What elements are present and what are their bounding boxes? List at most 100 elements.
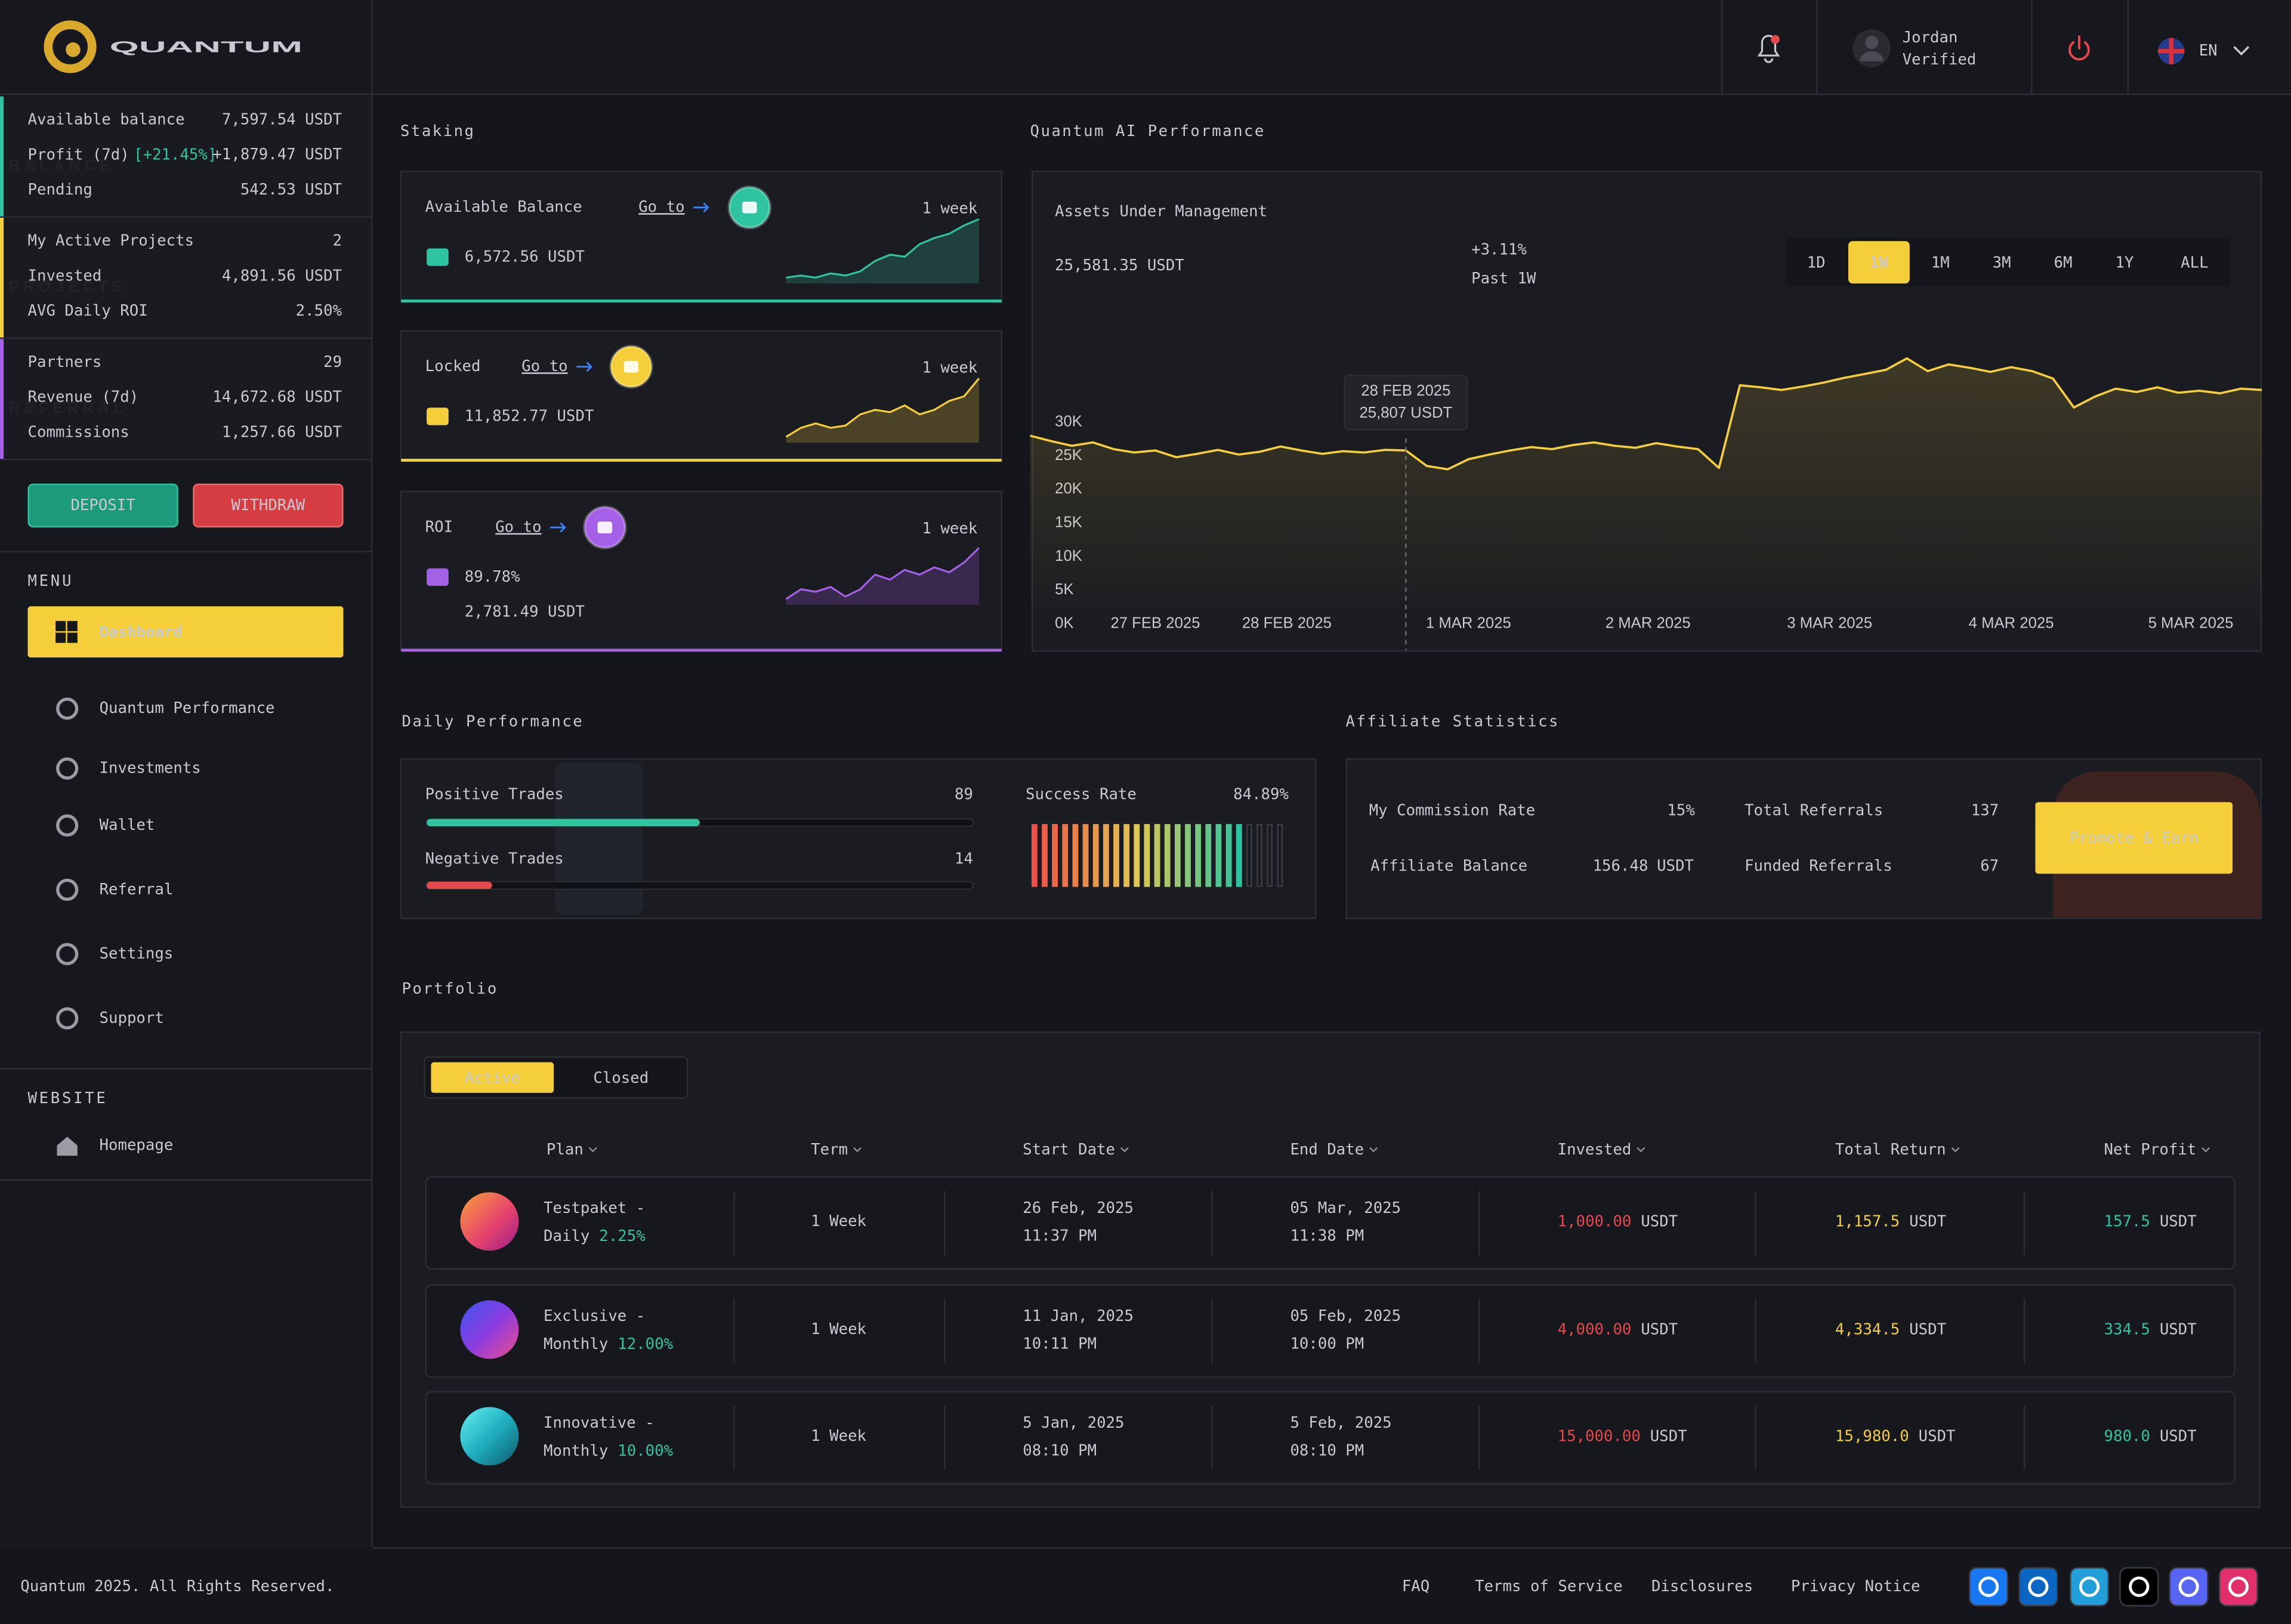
social-icon[interactable] <box>1969 1567 2009 1607</box>
menu-icon <box>56 878 79 901</box>
plan-orb <box>460 1300 519 1359</box>
daily-panel <box>400 758 1317 919</box>
tab[interactable]: Active <box>465 1069 520 1087</box>
menu-item[interactable]: Investments <box>100 759 201 777</box>
amount: 4,334.5 USDT <box>1835 1320 1946 1338</box>
card-value: 6,572.56 USDT <box>465 248 585 266</box>
column-header[interactable]: Start Date <box>1023 1141 1115 1159</box>
range-button[interactable]: 3M <box>1993 254 2011 271</box>
card-value-icon <box>427 407 449 425</box>
range-button[interactable]: 1D <box>1807 254 1826 271</box>
portfolio-row[interactable] <box>425 1176 2236 1270</box>
amount: 980.0 USDT <box>2104 1427 2197 1445</box>
range-button-active[interactable] <box>1848 241 1910 284</box>
trades-track <box>426 881 974 890</box>
column-header[interactable]: Total Return <box>1835 1141 1946 1159</box>
portfolio-row[interactable] <box>425 1391 2236 1485</box>
menu-item-active[interactable] <box>27 606 344 658</box>
column-header[interactable]: Net Profit <box>2104 1141 2197 1159</box>
menu-icon <box>67 620 78 631</box>
language[interactable]: EN <box>2199 42 2218 60</box>
portfolio-row[interactable] <box>425 1284 2236 1378</box>
tab[interactable]: Closed <box>593 1069 649 1087</box>
card-value-icon <box>427 248 449 266</box>
plan-type: Daily <box>544 1227 589 1245</box>
chart-line <box>1030 357 2262 471</box>
term: 1 Week <box>811 1320 866 1338</box>
card-label: Available Balance <box>425 198 582 216</box>
section-title: Portfolio <box>402 980 498 998</box>
range-button[interactable]: 1W <box>1870 254 1888 271</box>
menu-item[interactable]: Wallet <box>100 816 155 834</box>
column-header[interactable]: Invested <box>1558 1141 1632 1159</box>
social-icon[interactable] <box>2119 1567 2159 1607</box>
column-header[interactable]: Plan <box>546 1141 583 1159</box>
range-button[interactable]: ALL <box>2181 254 2208 271</box>
logout-button[interactable] <box>2068 35 2090 61</box>
success-slot <box>1246 824 1252 887</box>
menu-item[interactable]: Dashboard <box>100 623 183 641</box>
plan-rate: 2.25% <box>599 1227 646 1245</box>
withdraw-button[interactable] <box>193 483 344 528</box>
summary-tag: [+21.45%] <box>134 146 217 163</box>
card-link[interactable]: Go to <box>638 198 684 216</box>
summary-label: Pending <box>28 181 92 199</box>
promote-label[interactable]: Promote & Earn <box>2069 829 2199 847</box>
column-header[interactable]: End Date <box>1290 1141 1364 1159</box>
term: 1 Week <box>811 1212 866 1230</box>
website-link[interactable]: Homepage <box>100 1136 174 1154</box>
success-bar <box>1052 824 1058 887</box>
staking-card <box>400 330 1002 462</box>
invested: 1,000.00 <box>1558 1212 1632 1230</box>
performance-change: +3.11% <box>1471 240 1527 258</box>
card-link[interactable]: Go to <box>521 357 567 375</box>
summary-label: Commissions <box>28 423 129 441</box>
card-link[interactable]: Go to <box>495 518 541 536</box>
plan-name: Innovative - <box>544 1414 654 1432</box>
card-period: 1 week <box>922 359 978 377</box>
column-header[interactable]: Term <box>811 1141 848 1159</box>
range-button[interactable]: 1M <box>1931 254 1950 271</box>
range-button[interactable]: 1Y <box>2115 254 2133 271</box>
promote-button[interactable] <box>2035 802 2233 874</box>
social-icon[interactable] <box>2018 1567 2058 1607</box>
summary-value: 2 <box>333 232 342 250</box>
success-bar <box>1123 824 1130 887</box>
trades-bar <box>427 881 492 890</box>
success-bar <box>1103 824 1109 887</box>
social-icon[interactable] <box>2169 1567 2209 1607</box>
footer-link[interactable]: FAQ <box>1402 1577 1429 1595</box>
success-bar <box>1134 824 1140 887</box>
trades-bar <box>427 819 700 826</box>
menu-item[interactable]: Settings <box>100 945 174 963</box>
tab-active[interactable] <box>431 1062 554 1093</box>
menu-item[interactable]: Quantum Performance <box>100 699 275 717</box>
summary-value: 29 <box>323 353 342 371</box>
avatar-body <box>1860 51 1884 61</box>
footer-link[interactable]: Privacy Notice <box>1791 1577 1921 1595</box>
summary-value: 2.50% <box>296 302 342 320</box>
affiliate-unit: USDT <box>1657 857 1694 875</box>
footer-link[interactable]: Terms of Service <box>1475 1577 1623 1595</box>
performance-period: Past 1W <box>1471 270 1536 288</box>
social-icon[interactable] <box>2069 1567 2110 1607</box>
affiliate-value: 137 <box>1971 802 1999 820</box>
currency: USDT <box>1919 1427 1956 1445</box>
summary-watermark: REFERRAL <box>9 400 128 417</box>
daily-decoration <box>555 762 643 915</box>
summary-label: Profit (7d) [+21.45%] <box>28 146 217 163</box>
start-date: 11:37 PM <box>1023 1227 1097 1245</box>
success-bar <box>1042 824 1048 887</box>
menu-item[interactable]: Referral <box>100 881 174 899</box>
success-bar <box>1195 824 1202 887</box>
user-status: Verified <box>1903 51 1977 69</box>
social-icon[interactable] <box>2218 1567 2258 1607</box>
menu-item[interactable]: Support <box>100 1009 164 1027</box>
range-button[interactable]: 6M <box>2054 254 2072 271</box>
footer-link[interactable]: Disclosures <box>1651 1577 1753 1595</box>
success-bar <box>1164 824 1171 887</box>
deposit-button[interactable] <box>27 483 178 528</box>
success-bar <box>1144 824 1150 887</box>
success-bar <box>1174 824 1181 887</box>
